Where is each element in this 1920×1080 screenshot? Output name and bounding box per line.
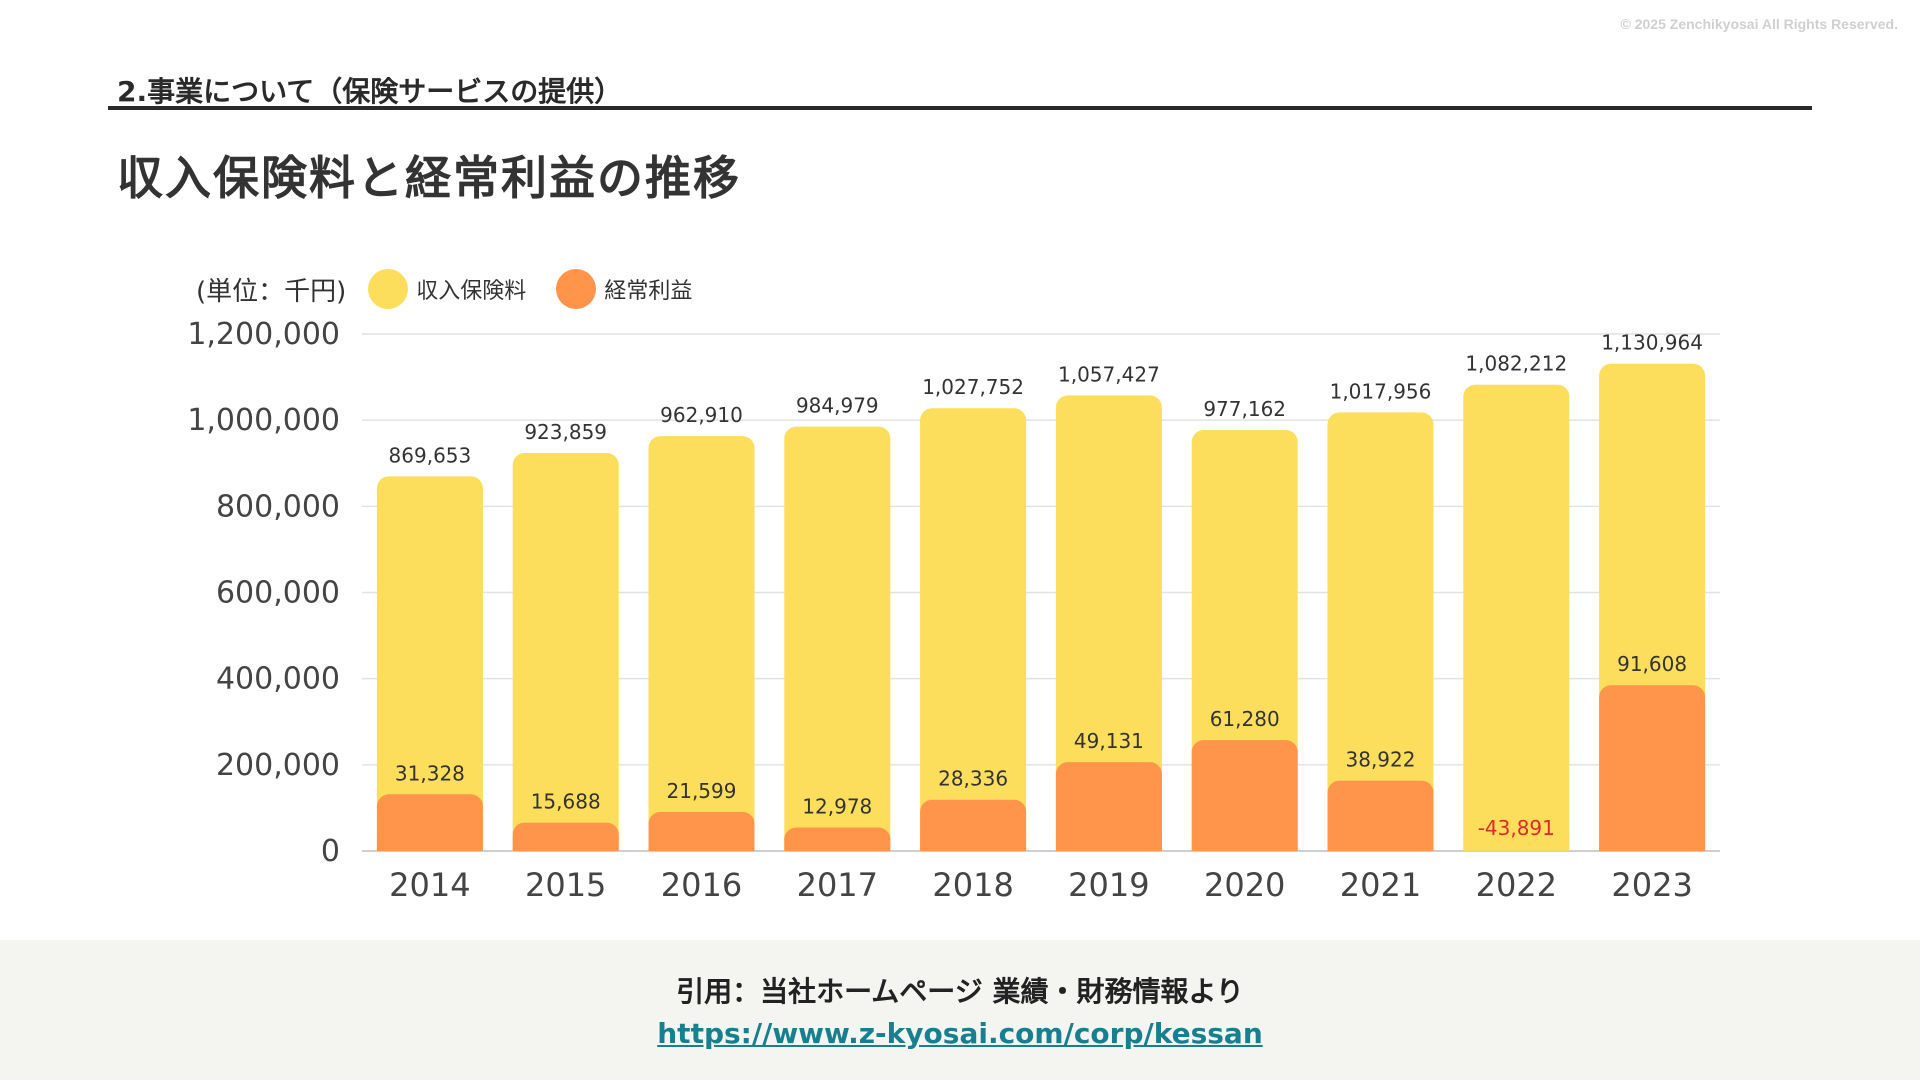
data-label-premium: 1,017,956 xyxy=(1330,379,1432,403)
legend-label-profit: 経常利益 xyxy=(604,279,693,304)
source-link[interactable]: https://www.z-kyosai.com/corp/kessan xyxy=(657,1017,1263,1050)
y-tick-label: 1,000,000 xyxy=(187,403,340,438)
bar-profit-base xyxy=(1055,839,1162,851)
legend-label-premium: 収入保険料 xyxy=(416,279,527,304)
data-label-premium: 869,653 xyxy=(389,443,472,467)
data-label-premium: 1,082,212 xyxy=(1465,352,1567,376)
bar-premium xyxy=(920,408,1027,851)
x-tick-label: 2016 xyxy=(661,866,742,904)
data-label-profit: 49,131 xyxy=(1074,729,1144,753)
bar-profit xyxy=(376,794,483,851)
unit-label: (単位：千円) xyxy=(196,276,347,307)
bar-profit xyxy=(1055,762,1162,851)
page-title: 収入保険料と経常利益の推移 xyxy=(117,151,741,205)
y-tick-label: 0 xyxy=(321,834,340,869)
bar-profit-base xyxy=(1191,839,1298,851)
citation-text: 引用：当社ホームページ 業績・財務情報より xyxy=(676,975,1244,1008)
bar-profit xyxy=(1327,780,1434,851)
legend-swatch-premium xyxy=(368,269,409,309)
data-label-profit: 28,336 xyxy=(938,767,1008,791)
x-tick-label: 2015 xyxy=(525,866,606,904)
bar-profit-base xyxy=(512,839,619,851)
y-tick-label: 600,000 xyxy=(216,576,340,611)
bar-premium xyxy=(512,452,619,851)
bar-premium xyxy=(1463,384,1570,851)
chart-legend: (単位：千円) 収入保険料 経常利益 xyxy=(196,268,722,310)
bar-premium xyxy=(376,476,483,851)
bar-profit-base xyxy=(784,839,891,851)
data-label-premium: 977,162 xyxy=(1203,397,1286,421)
legend-entry-premium: 収入保険料 xyxy=(368,269,526,309)
x-tick-label: 2014 xyxy=(389,866,470,904)
legend-entry-profit: 経常利益 xyxy=(556,269,692,309)
data-label-premium: 1,130,964 xyxy=(1601,331,1703,355)
bar-premium xyxy=(1055,395,1162,851)
bar-profit-base xyxy=(920,839,1027,851)
y-tick-label: 200,000 xyxy=(216,748,340,783)
data-label-profit: 61,280 xyxy=(1210,707,1280,731)
bar-profit xyxy=(1599,685,1706,851)
footer-panel xyxy=(0,940,1920,1080)
y-tick-label: 800,000 xyxy=(216,489,340,524)
bar-chart: 0 200,000 400,000 600,000 800,000 1,000,000 1,… xyxy=(187,317,1720,904)
data-label-premium: 984,979 xyxy=(796,394,879,418)
data-label-premium: 1,057,427 xyxy=(1058,362,1160,386)
x-tick-label: 2018 xyxy=(932,866,1013,904)
x-tick-label: 2019 xyxy=(1068,866,1149,904)
bar-profit-base xyxy=(376,839,483,851)
bar-profit-base xyxy=(648,839,755,851)
x-tick-label: 2020 xyxy=(1204,866,1285,904)
legend-swatch-profit xyxy=(556,269,597,309)
copyright-notice: © 2025 Zenchikyosai All Rights Reserved. xyxy=(1620,16,1898,32)
data-label-premium: 923,859 xyxy=(524,420,607,444)
data-label-premium: 962,910 xyxy=(660,403,743,427)
data-label-profit: 12,978 xyxy=(802,795,872,819)
bar-premium xyxy=(648,436,755,851)
y-tick-label: 1,200,000 xyxy=(187,317,340,352)
bar-premium xyxy=(1327,412,1434,851)
bar-premium xyxy=(784,426,891,851)
x-tick-label: 2022 xyxy=(1476,866,1557,904)
section-title: 2.事業について（保険サービスの提供） xyxy=(117,75,623,108)
data-label-profit: 21,599 xyxy=(667,779,737,803)
data-label-profit: 15,688 xyxy=(531,790,601,814)
bar-profit xyxy=(1191,740,1298,851)
x-tick-label: 2017 xyxy=(797,866,878,904)
data-label-profit: 38,922 xyxy=(1346,748,1416,772)
section-divider xyxy=(108,106,1812,110)
bar-profit xyxy=(920,799,1027,851)
x-tick-label: 2021 xyxy=(1340,866,1421,904)
data-label-premium: 1,027,752 xyxy=(922,375,1024,399)
bar-profit-base xyxy=(1327,839,1434,851)
data-label-profit: 91,608 xyxy=(1617,652,1687,676)
bar-premium-base xyxy=(1463,837,1570,851)
data-label-profit: -43,891 xyxy=(1478,816,1555,840)
bar-profit-base xyxy=(1599,839,1706,851)
data-label-profit: 31,328 xyxy=(395,761,465,785)
y-tick-label: 400,000 xyxy=(216,662,340,697)
x-tick-label: 2023 xyxy=(1611,866,1692,904)
